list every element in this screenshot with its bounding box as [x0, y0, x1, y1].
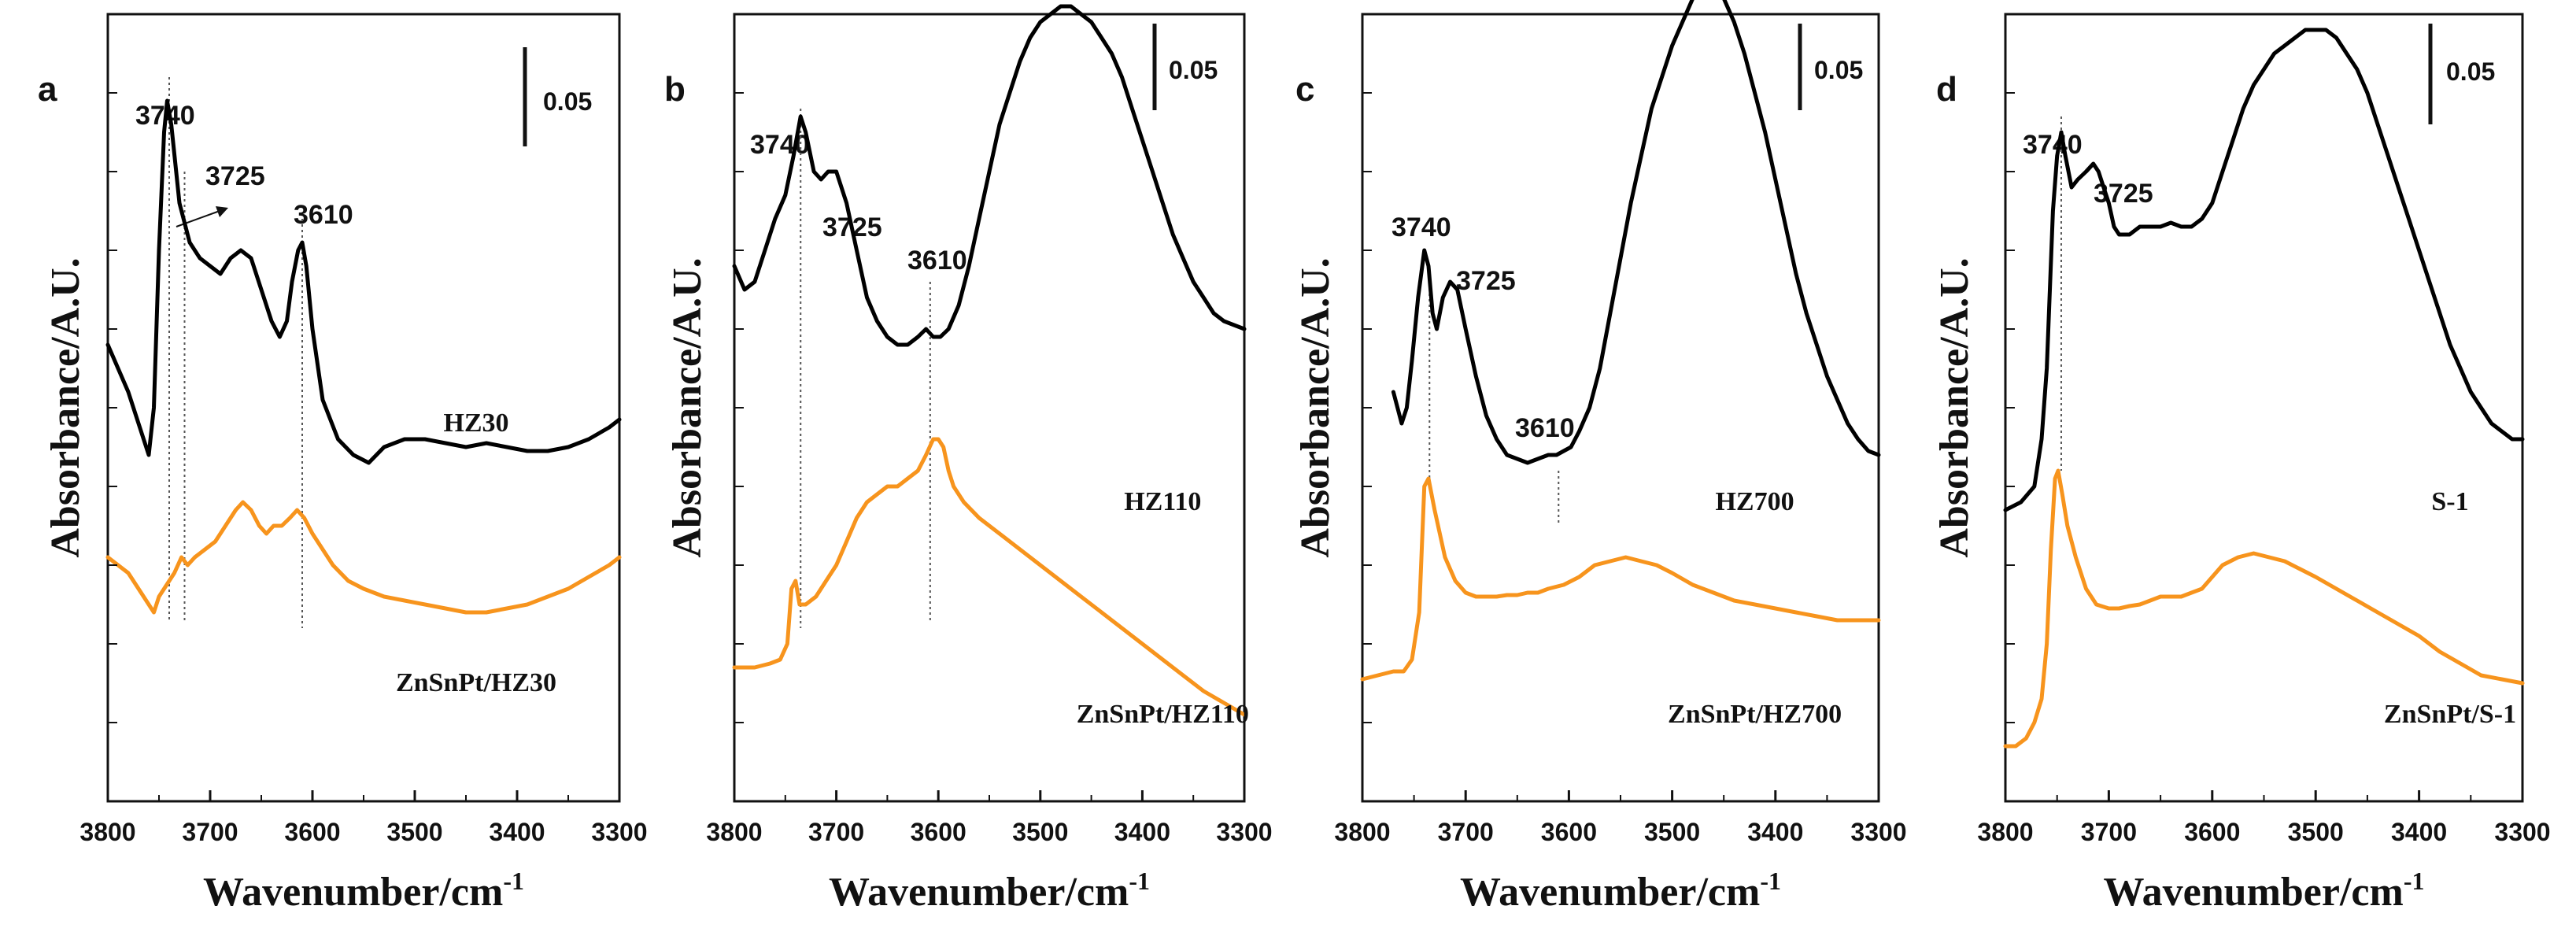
panel-a-arrowhead [216, 206, 228, 217]
panel-a-scale-bar: 0.05 [523, 47, 592, 146]
panel-c-xlabel-main: Wavenumber/cm [1460, 870, 1760, 915]
panel-c-x-tick-label-3800: 3800 [1334, 818, 1390, 846]
panel-a-series-black-line [105, 98, 622, 465]
panel-d-x-tick-label-3300: 3300 [2494, 818, 2550, 846]
panel-d-series-black-line [2003, 28, 2525, 512]
panel-c-xlabel-superscript: -1 [1760, 867, 1781, 895]
panel-d-x-tick-label-3800: 3800 [1977, 818, 2033, 846]
panel-a-peak-3610: 3610 [294, 200, 353, 230]
panel-a-series-label-1: ZnSnPt/HZ30 [396, 668, 556, 697]
panel-b-xlabel: Wavenumber/cm-1 [829, 867, 1150, 915]
panel-d-scale-bar: 0.05 [2428, 24, 2495, 124]
panel-a-scale-bar-label: 0.05 [543, 87, 592, 116]
panel-a-x-tick-label-3400: 3400 [489, 818, 545, 846]
panel-c-x-tick-label-3600: 3600 [1541, 818, 1597, 846]
panel-b-x-tick-label-3400: 3400 [1114, 818, 1170, 846]
panel-c-peak-3740: 3740 [1391, 213, 1451, 242]
panel-d-x-tick-label-3500: 3500 [2288, 818, 2344, 846]
panel-c-series-black-line [1391, 0, 1881, 465]
panel-b-x-tick-label-3700: 3700 [808, 818, 864, 846]
panel-a-series-label-0: HZ30 [443, 409, 508, 438]
panel-d-x-tick-label-3600: 3600 [2184, 818, 2240, 846]
panel-a-series-orange-line [105, 500, 622, 615]
panel-c-ylabel: Absorbance/A.U. [1293, 257, 1338, 557]
panel-c-x-tick-label-3700: 3700 [1438, 818, 1494, 846]
panel-b-frame [733, 13, 1246, 803]
panel-c-x-tick-label-3400: 3400 [1747, 818, 1803, 846]
panel-d-peak-3740: 3740 [2023, 130, 2083, 160]
panel-b-x-tick-label-3500: 3500 [1012, 818, 1068, 846]
panel-c-scale-bar: 0.05 [1798, 24, 1863, 110]
panel-c: c Absorbance/A.U. 0.05 3740 3725 3610 [1293, 13, 1880, 803]
panel-b-letter: b [664, 70, 686, 109]
panel-c-series-label-1: ZnSnPt/HZ700 [1668, 700, 1842, 729]
panel-d-letter: d [1936, 70, 1957, 109]
panel-d-series-orange-line [2003, 468, 2525, 749]
panel-d-frame [2004, 13, 2524, 803]
panel-d-series-label-1: ZnSnPt/S-1 [2384, 700, 2516, 729]
panel-a-x-tick-label-3700: 3700 [182, 818, 238, 846]
panel-a-x-tick-label-3600: 3600 [284, 818, 340, 846]
panel-d-xlabel: Wavenumber/cm-1 [2104, 867, 2425, 915]
panel-b-peak-3610: 3610 [907, 246, 967, 275]
panel-b-xlabel-superscript: -1 [1129, 867, 1150, 895]
panel-d: d Absorbance/A.U. 0.05 3740 3725 [1932, 13, 2524, 803]
panel-b-xlabel-main: Wavenumber/cm [829, 870, 1129, 915]
panel-d-xlabel-superscript: -1 [2404, 867, 2425, 895]
chart-marks-layer: HZ30 ZnSnPt/HZ30 3800 3700 3600 3500 3400 3300 W… [79, 0, 2551, 915]
panel-a-x-tick-label-3800: 3800 [79, 818, 135, 846]
panel-b-series-orange-line [732, 437, 1247, 717]
panel-a-xlabel: Wavenumber/cm-1 [203, 867, 524, 915]
panel-d-series-label-0: S-1 [2431, 487, 2468, 516]
panel-b-x-tick-label-3600: 3600 [911, 818, 966, 846]
panel-b-scale-bar-label: 0.05 [1169, 56, 1218, 84]
panel-a: a Absorbance/A.U. 0.05 3740 3725 3610 [38, 13, 621, 803]
panel-d-ylabel: Absorbance/A.U. [1932, 257, 1977, 557]
panel-c-frame [1361, 13, 1880, 803]
panel-b-x-tick-label-3300: 3300 [1216, 818, 1272, 846]
panel-b-series-label-1: ZnSnPt/HZ110 [1077, 700, 1249, 729]
panel-c-x-tick-label-3300: 3300 [1850, 818, 1906, 846]
panel-c-letter: c [1295, 70, 1314, 109]
panel-a-peak-3725: 3725 [205, 161, 265, 191]
panel-b: b Absorbance/A.U. 0.05 3740 3725 3610 [664, 13, 1246, 803]
panel-b-series-black-line [732, 4, 1247, 347]
panel-c-series-label-0: HZ700 [1715, 487, 1794, 516]
panel-b-scale-bar: 0.05 [1152, 24, 1218, 110]
panel-a-xlabel-main: Wavenumber/cm [203, 870, 503, 915]
panel-c-xlabel: Wavenumber/cm-1 [1460, 867, 1781, 915]
panel-b-ylabel: Absorbance/A.U. [665, 257, 710, 557]
panel-d-scale-bar-label: 0.05 [2446, 57, 2495, 86]
panel-b-series-label-0: HZ110 [1124, 487, 1201, 516]
panel-d-x-tick-label-3700: 3700 [2081, 818, 2137, 846]
panel-c-series-orange-line [1360, 476, 1881, 682]
panel-a-ylabel: Absorbance/A.U. [43, 257, 88, 557]
panel-d-x-tick-label-3400: 3400 [2391, 818, 2447, 846]
panel-b-peak-3740: 3740 [750, 130, 810, 160]
panel-c-peak-3725: 3725 [1456, 266, 1516, 296]
panel-c-x-tick-label-3500: 3500 [1644, 818, 1700, 846]
panel-a-letter: a [38, 70, 57, 109]
panel-a-x-tick-label-3500: 3500 [386, 818, 442, 846]
panel-d-xlabel-main: Wavenumber/cm [2104, 870, 2404, 915]
panel-b-x-tick-label-3800: 3800 [706, 818, 762, 846]
panel-a-x-tick-label-3300: 3300 [591, 818, 647, 846]
panel-a-xlabel-superscript: -1 [503, 867, 524, 895]
panel-c-scale-bar-label: 0.05 [1814, 56, 1863, 84]
panel-c-peak-3610: 3610 [1515, 413, 1575, 443]
